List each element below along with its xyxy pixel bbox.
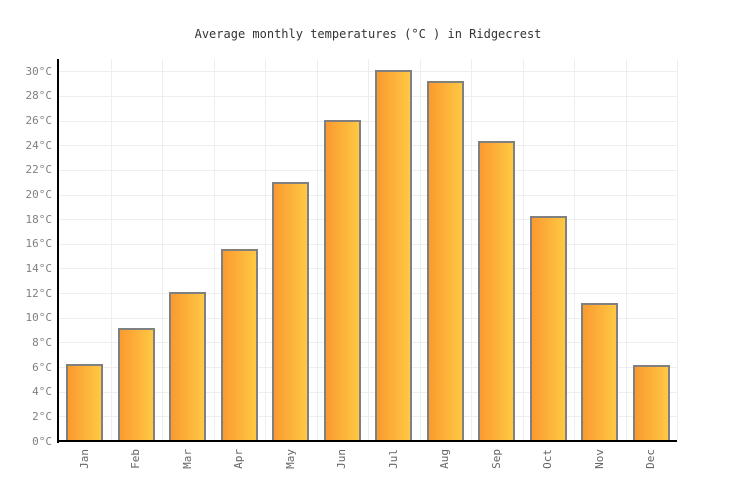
x-tick-label-feb: Feb [129, 449, 142, 469]
y-tick-label: 24°C [25, 139, 53, 152]
x-tick-label-oct: Oct [541, 449, 554, 469]
bar-nov [581, 303, 618, 440]
bar-jun [324, 120, 361, 440]
y-tick-label: 10°C [25, 311, 53, 324]
x-tick-label-nov: Nov [593, 449, 606, 469]
y-tick-label: 20°C [25, 188, 53, 201]
x-tick-label-jun: Jun [335, 449, 348, 469]
v-gridline [677, 59, 678, 440]
bar-jan [66, 364, 103, 440]
v-gridline [626, 59, 627, 440]
v-gridline [265, 59, 266, 440]
v-gridline [111, 59, 112, 440]
v-gridline [214, 59, 215, 440]
y-tick-label: 12°C [25, 287, 53, 300]
y-tick-label: 16°C [25, 237, 53, 250]
y-tick-label: 2°C [32, 410, 52, 423]
y-tick-label: 6°C [32, 361, 52, 374]
v-gridline [471, 59, 472, 440]
chart-title: Average monthly temperatures (°C ) in Ri… [194, 27, 542, 41]
bar-aug [427, 81, 464, 440]
v-gridline [162, 59, 163, 440]
bar-feb [118, 328, 155, 440]
x-tick-label-apr: Apr [232, 449, 245, 469]
y-tick-label: 30°C [25, 65, 53, 78]
x-tick-label-aug: Aug [438, 449, 451, 469]
v-gridline [523, 59, 524, 440]
y-tick-label: 0°C [32, 435, 52, 448]
x-axis-line [57, 440, 677, 442]
bar-sep [478, 141, 515, 440]
y-axis-line [57, 59, 59, 443]
y-tick-label: 26°C [25, 114, 53, 127]
y-tick-label: 14°C [25, 262, 53, 275]
y-tick-label: 4°C [32, 385, 52, 398]
v-gridline [368, 59, 369, 440]
x-tick-label-jan: Jan [78, 449, 91, 469]
bar-dec [633, 365, 670, 440]
v-gridline [420, 59, 421, 440]
x-tick-label-jul: Jul [387, 449, 400, 469]
v-gridline [317, 59, 318, 440]
bar-oct [530, 216, 567, 440]
bar-jul [375, 70, 412, 440]
x-tick-label-dec: Dec [644, 449, 657, 469]
x-tick-label-sep: Sep [490, 449, 503, 469]
bar-may [272, 182, 309, 440]
y-tick-label: 18°C [25, 213, 53, 226]
v-gridline [574, 59, 575, 440]
bar-apr [221, 249, 258, 440]
y-tick-label: 28°C [25, 89, 53, 102]
y-tick-label: 8°C [32, 336, 52, 349]
bar-mar [169, 292, 206, 440]
x-tick-label-may: May [284, 449, 297, 469]
y-tick-label: 22°C [25, 163, 53, 176]
x-tick-label-mar: Mar [181, 449, 194, 469]
